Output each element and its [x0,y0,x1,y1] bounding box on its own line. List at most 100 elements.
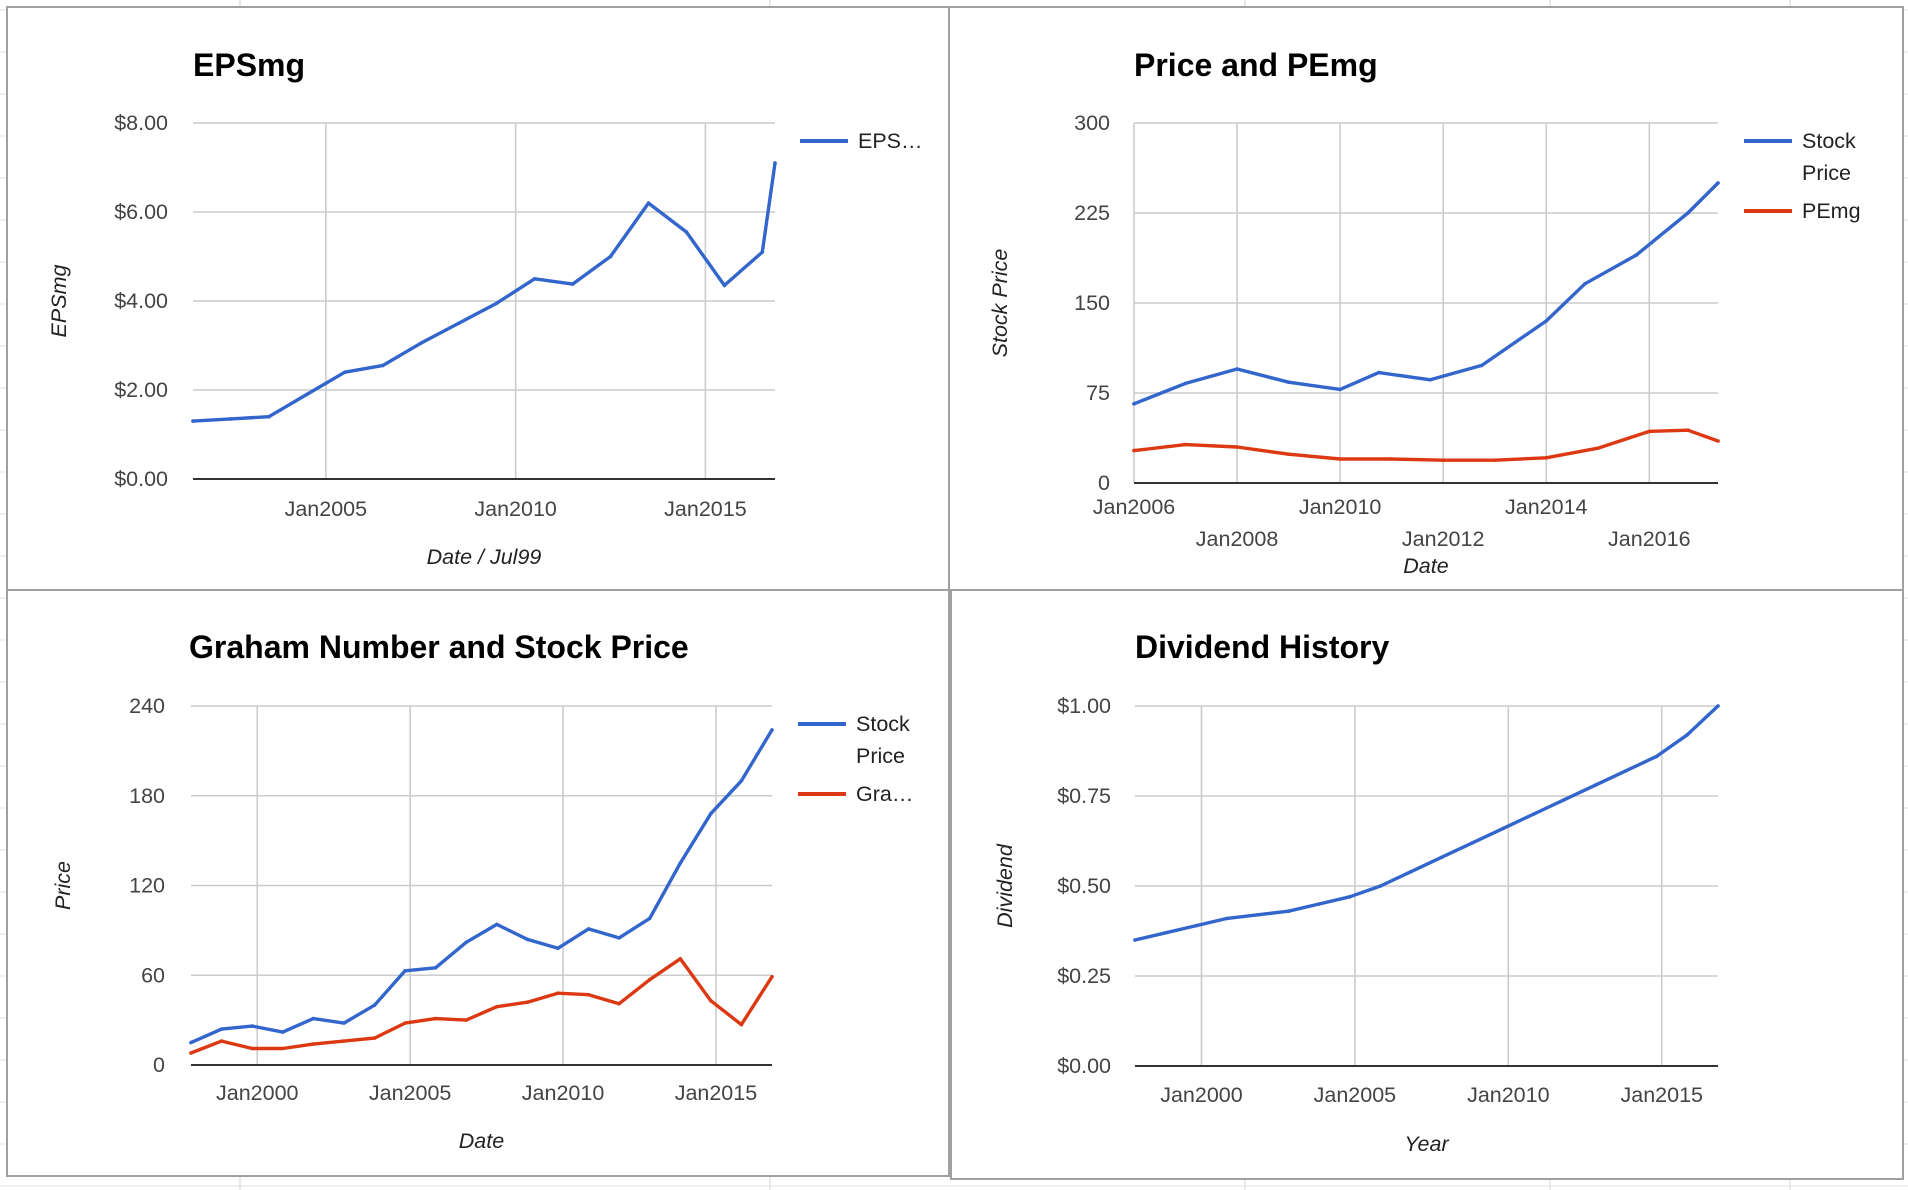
data-point[interactable] [372,1036,377,1040]
data-point[interactable] [586,992,591,997]
data-point[interactable] [1183,442,1188,447]
data-point[interactable] [464,1018,469,1022]
data-point[interactable] [1501,826,1505,831]
data-point[interactable] [189,1051,193,1055]
data-point[interactable] [1132,402,1136,406]
data-point[interactable] [1440,855,1444,859]
data-point[interactable] [525,1000,530,1004]
data-point[interactable] [495,922,499,927]
data-point[interactable] [305,392,309,397]
data-point[interactable] [311,1016,316,1021]
data-point[interactable] [709,811,713,816]
series-line-primary[interactable] [1132,181,1720,406]
data-point[interactable] [1480,363,1484,368]
data-point[interactable] [1593,783,1598,787]
data-point[interactable] [1716,704,1720,708]
data-point[interactable] [770,974,774,979]
data-point[interactable] [372,1003,377,1007]
data-point[interactable] [1183,381,1188,386]
data-point[interactable] [1634,253,1639,257]
data-point[interactable] [280,1046,285,1051]
series-line-primary[interactable] [1133,704,1720,942]
data-point[interactable] [1317,902,1321,906]
data-point[interactable] [722,283,727,288]
data-point[interactable] [1685,733,1690,737]
data-point[interactable] [1544,456,1548,460]
data-point[interactable] [1716,181,1720,185]
series-line-primary[interactable] [189,728,774,1045]
data-point[interactable] [1377,370,1381,375]
chart-panel-dividend-history[interactable]: Dividend History $0.00 $0.25 $0.50 $0.75 $1.0… [950,589,1904,1180]
series-line-primary[interactable] [191,161,777,423]
data-point[interactable] [191,419,195,423]
data-point[interactable] [646,201,651,205]
data-point[interactable] [1441,458,1445,463]
data-point[interactable] [494,301,499,306]
data-point[interactable] [456,321,461,326]
data-point[interactable] [229,417,233,421]
data-point[interactable] [617,1001,621,1006]
data-point[interactable] [760,250,765,254]
data-point[interactable] [403,969,407,973]
data-point[interactable] [280,1030,285,1034]
data-point[interactable] [495,1004,499,1009]
data-point[interactable] [1225,916,1229,921]
data-point[interactable] [570,282,575,286]
data-point[interactable] [1163,931,1168,935]
data-point[interactable] [1686,211,1690,215]
data-point[interactable] [1596,446,1600,451]
data-point[interactable] [433,1016,438,1021]
data-point[interactable] [1624,769,1628,773]
data-point[interactable] [1286,909,1291,913]
data-point[interactable] [556,946,560,951]
data-point[interactable] [1378,884,1383,888]
data-point[interactable] [608,254,613,259]
data-point[interactable] [1194,923,1199,928]
data-point[interactable] [1686,428,1690,433]
data-point[interactable] [586,927,591,931]
data-point[interactable] [219,1027,224,1031]
data-point[interactable] [1647,429,1652,434]
data-point[interactable] [1654,754,1659,759]
data-point[interactable] [418,341,423,346]
data-point[interactable] [1348,895,1352,899]
data-point[interactable] [1544,319,1548,323]
data-point[interactable] [1255,913,1260,917]
data-point[interactable] [311,1042,316,1046]
data-point[interactable] [250,1046,254,1051]
data-point[interactable] [1132,448,1136,453]
data-point[interactable] [1583,282,1587,286]
data-point[interactable] [647,916,652,921]
data-point[interactable] [556,991,560,995]
data-point[interactable] [403,1021,407,1025]
data-point[interactable] [1409,869,1413,874]
data-point[interactable] [647,977,652,982]
data-point[interactable] [1338,457,1342,461]
data-point[interactable] [739,1022,744,1027]
series-line-secondary[interactable] [1132,428,1720,462]
chart-panel-graham-number[interactable]: Graham Number and Stock Price 0 60 120 180 24… [6,589,950,1177]
data-point[interactable] [464,940,469,945]
data-point[interactable] [1532,812,1536,816]
data-point[interactable] [739,779,744,783]
chart-panel-epsmg[interactable]: EPSmg $0.00 $2.00 $4.00 $6.00 $8.00 Jan2005 Jan… [6,6,950,593]
data-point[interactable] [1716,439,1720,443]
data-point[interactable] [1470,841,1475,845]
data-point[interactable] [342,1039,346,1043]
data-point[interactable] [1428,378,1433,382]
data-point[interactable] [1235,367,1239,371]
data-point[interactable] [1286,452,1291,457]
data-point[interactable] [678,861,683,865]
data-point[interactable] [525,937,530,942]
data-point[interactable] [1492,458,1497,463]
data-point[interactable] [1389,457,1394,461]
series-line-secondary[interactable] [189,957,774,1055]
data-point[interactable] [709,998,713,1003]
data-point[interactable] [1338,387,1342,392]
data-point[interactable] [343,370,347,375]
data-point[interactable] [189,1040,193,1045]
data-point[interactable] [617,936,621,940]
data-point[interactable] [250,1024,254,1028]
data-point[interactable] [342,1021,346,1025]
data-point[interactable] [267,414,271,419]
